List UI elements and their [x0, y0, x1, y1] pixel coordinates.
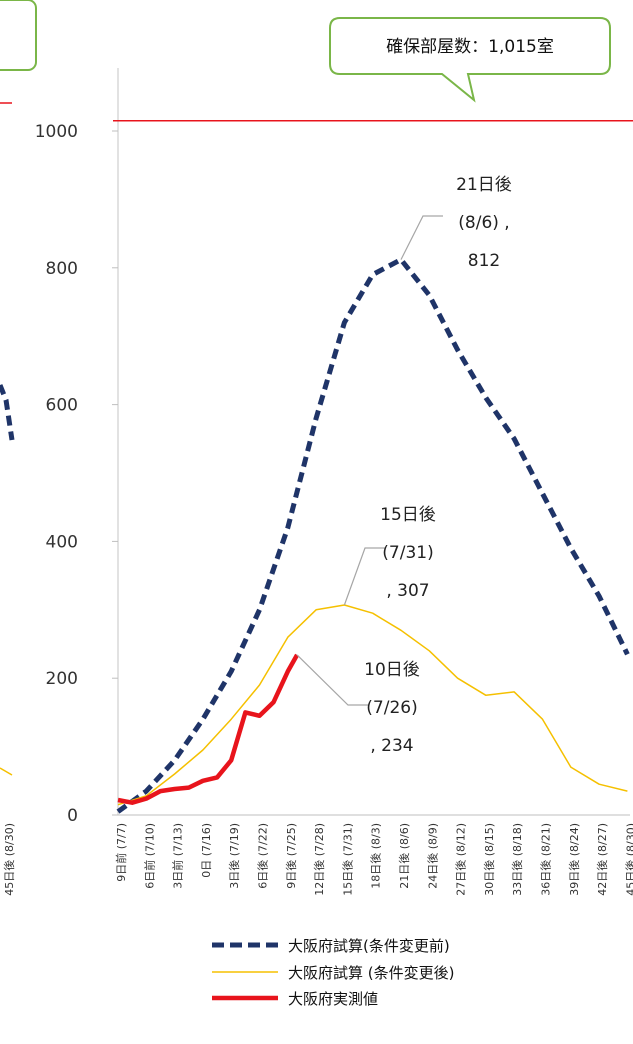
annotation-label: (8/6) , [458, 213, 509, 233]
legend-label: 大阪府実測値 [288, 990, 378, 1008]
x-tick-label: 30日後 (8/15) [482, 823, 496, 896]
annotation-label: 15日後 [380, 505, 436, 525]
series-line-3 [117, 653, 300, 805]
annotation-layer: 21日後 (8/6) , 812 15日後 (7/31) , 307 10日後 (7/26),… [296, 175, 512, 756]
y-tick-label: 0 [67, 806, 78, 826]
x-tick-label: 15日後 (7/31) [340, 823, 354, 896]
x-tick-label: 45日後 (8/30) [623, 823, 633, 896]
x-tick-label: 24日後 (8/9) [425, 823, 439, 889]
left-series-dashed-fragment [0, 384, 15, 441]
legend-label: 大阪府試算 (条件変更後) [288, 964, 454, 982]
x-tick-label: 12日後 (7/28) [312, 823, 326, 896]
annotation-label: , 234 [370, 736, 413, 756]
annotation-label: 21日後 [456, 175, 512, 195]
annotation-label: 812 [468, 251, 500, 271]
x-tick-label: 42日後 (8/27) [595, 823, 609, 896]
x-tick-label: 9日前 (7/7) [114, 823, 128, 882]
x-tick-label: 33日後 (8/18) [510, 823, 524, 896]
axes [113, 68, 633, 816]
x-axis-ticks: 9日前 (7/7) 6日前 (7/10) 3日前 (7/13) 0日 (7/16) 3日… [114, 823, 633, 896]
x-tick-label: 6日前 (7/10) [142, 823, 156, 889]
y-tick-label: 400 [46, 532, 78, 552]
series-layer [116, 257, 630, 814]
legend: 大阪府試算(条件変更前) 大阪府試算 (条件変更後) 大阪府実測値 [212, 937, 454, 1008]
x-tick-label: 21日後 (8/6) [397, 823, 411, 889]
left-callout-box [0, 0, 37, 71]
x-tick-label: 39日後 (8/24) [567, 823, 581, 896]
x-tick-label: 27日後 (8/12) [454, 823, 468, 896]
left-panel-fragment: 45日後 (8/30) [0, 0, 37, 896]
y-tick-label: 1000 [35, 122, 78, 142]
x-tick-label: 9日後 (7/25) [284, 823, 298, 889]
annotation-label: (7/31) [382, 543, 433, 563]
y-tick-label: 600 [46, 396, 78, 416]
y-axis-ticks: 0 200 400 600 800 1000 [35, 122, 118, 826]
x-tick-label: 3日後 (7/19) [227, 823, 241, 889]
y-tick-label: 200 [46, 669, 78, 689]
annotation-label: (7/26) [366, 698, 417, 718]
series-line-1 [116, 257, 630, 814]
annotation-label: , 307 [386, 581, 429, 601]
x-tick-label: 18日後 (8/3) [369, 823, 383, 889]
x-tick-label: 6日後 (7/22) [256, 823, 270, 889]
x-tick-label: 0日 (7/16) [200, 823, 213, 878]
left-x-tick-label: 45日後 (8/30) [2, 823, 16, 896]
annotation-label: 10日後 [364, 660, 420, 680]
annotation-leader [343, 547, 385, 606]
x-tick-label: 36日後 (8/21) [539, 823, 553, 896]
annotation-leader [400, 215, 443, 260]
callout-box [329, 17, 611, 103]
legend-label: 大阪府試算(条件変更前) [288, 937, 450, 955]
series-line-2 [117, 604, 628, 806]
y-tick-label: 800 [46, 259, 78, 279]
callout-text: 確保部屋数：1,015室 [386, 37, 554, 57]
annotation-leader [296, 654, 368, 706]
x-tick-label: 3日前 (7/13) [171, 823, 185, 889]
left-series-yellow-fragment [0, 767, 13, 776]
capacity-callout: 確保部屋数：1,015室 [329, 17, 611, 103]
